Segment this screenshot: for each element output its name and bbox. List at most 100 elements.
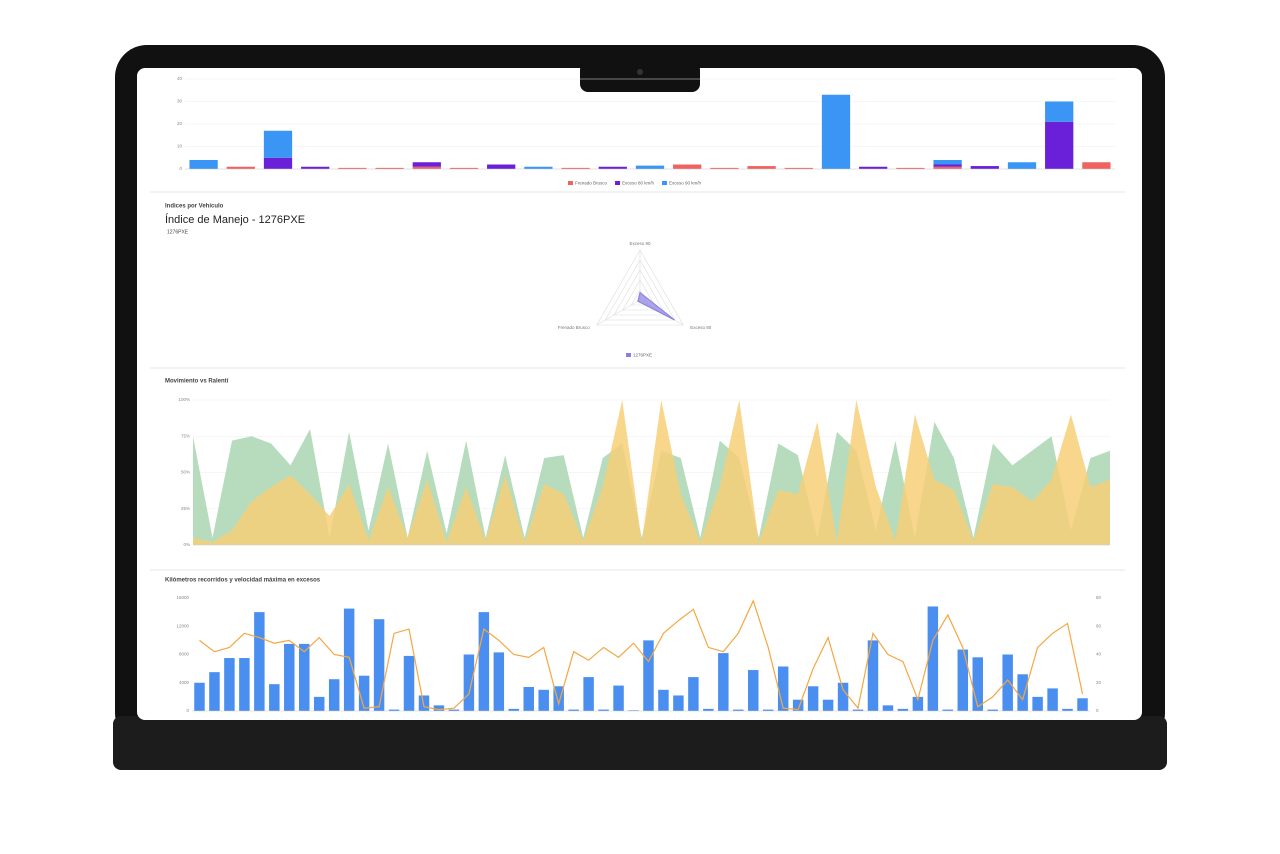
bar [358,675,370,711]
bar [508,708,520,711]
bar [328,679,340,711]
y-tick-label: 30 [177,99,183,104]
bar [209,672,220,711]
bar [613,685,624,711]
y-tick-label: 10 [177,144,183,149]
y-tick-label: 0 [1096,708,1099,713]
bar [448,709,460,711]
y-tick-label: 0% [183,542,190,547]
bar [478,612,490,711]
bar-segment [561,167,590,169]
bar [538,689,549,711]
bar-segment [933,166,962,169]
camera [637,69,643,75]
bar [463,654,475,711]
bar [882,705,894,711]
bar-segment [263,130,293,158]
legend-swatch [615,181,621,185]
y-tick-label: 100% [178,397,190,402]
legend-label: Exceso 90 km/h [669,181,702,186]
radar-axis-label: Exceso 80 [690,325,712,330]
bar-segment [747,166,776,169]
bar [523,686,534,711]
radar-ring [596,249,684,326]
bar [284,643,295,711]
bar-segment [338,167,367,169]
y-tick-label: 12000 [176,623,189,628]
y-tick-label: 8000 [179,652,190,657]
y-tick-label: 40 [177,76,183,81]
bar-segment [673,164,702,169]
bar [733,709,744,711]
y-tick-label: 4000 [179,680,190,685]
notch [580,62,700,92]
bar [388,709,400,711]
legend-label: Exceso 80 km/h [622,181,655,186]
y-tick-label: 20 [177,121,183,126]
y-tick-label: 60 [1096,623,1102,628]
bar [254,612,265,711]
y-tick-label: 50% [181,470,190,475]
bar-segment [710,167,739,169]
bar-segment [301,166,330,169]
bar [1017,674,1028,711]
bar [1002,654,1013,711]
bar-segment [859,166,888,169]
bar [987,709,998,711]
bar-segment [970,166,999,169]
bar-segment [933,160,962,165]
y-tick-label: 0 [179,166,182,171]
bar [792,699,804,711]
panel-title: Indices por Vehículo [165,204,224,210]
bar-segment [375,167,404,169]
bar-segment [1045,101,1074,122]
bar [852,709,864,711]
bar [598,709,609,711]
bar [897,708,909,711]
bar [912,696,924,711]
y-tick-label: 0 [186,708,189,713]
bar [1077,698,1088,711]
bar-segment [1045,121,1074,169]
legend-swatch [626,353,631,357]
bar-segment [412,162,441,167]
bar [807,686,819,711]
panel-title: Kilómetros recorridos y velocidad máxima… [165,578,321,584]
bar [373,619,385,711]
bar [867,640,879,711]
speed-line [199,599,1084,711]
vehicle-selector[interactable]: 1276PXE [167,229,189,235]
bar [269,684,280,711]
bar-segment [933,164,962,167]
bar-segment [635,165,665,169]
bar [553,686,564,711]
bar [433,705,445,711]
bar [927,606,939,711]
panel-subtitle: Índice de Manejo - 1276PXE [165,213,305,226]
bar [688,677,699,711]
bar [1032,696,1043,711]
bar-segment [598,166,627,169]
bar [224,658,235,711]
bar [718,653,729,711]
legend-swatch [568,181,573,185]
bar [299,643,310,711]
panel-title: Movimiento vs Ralentí [165,379,229,385]
bar [343,608,355,711]
y-tick-label: 20 [1096,680,1102,685]
bar [568,709,579,711]
bar [673,695,684,711]
bar [822,699,834,711]
bar [957,649,969,711]
legend-swatch [662,181,668,185]
y-tick-label: 80 [1096,595,1102,600]
bar [643,640,654,711]
bar [703,708,714,711]
y-tick-label: 16000 [176,595,189,600]
radar-ring [613,269,667,316]
laptop-bezel [113,716,1167,770]
bar [762,709,774,711]
screen [137,68,1142,720]
bar-segment [896,167,925,169]
